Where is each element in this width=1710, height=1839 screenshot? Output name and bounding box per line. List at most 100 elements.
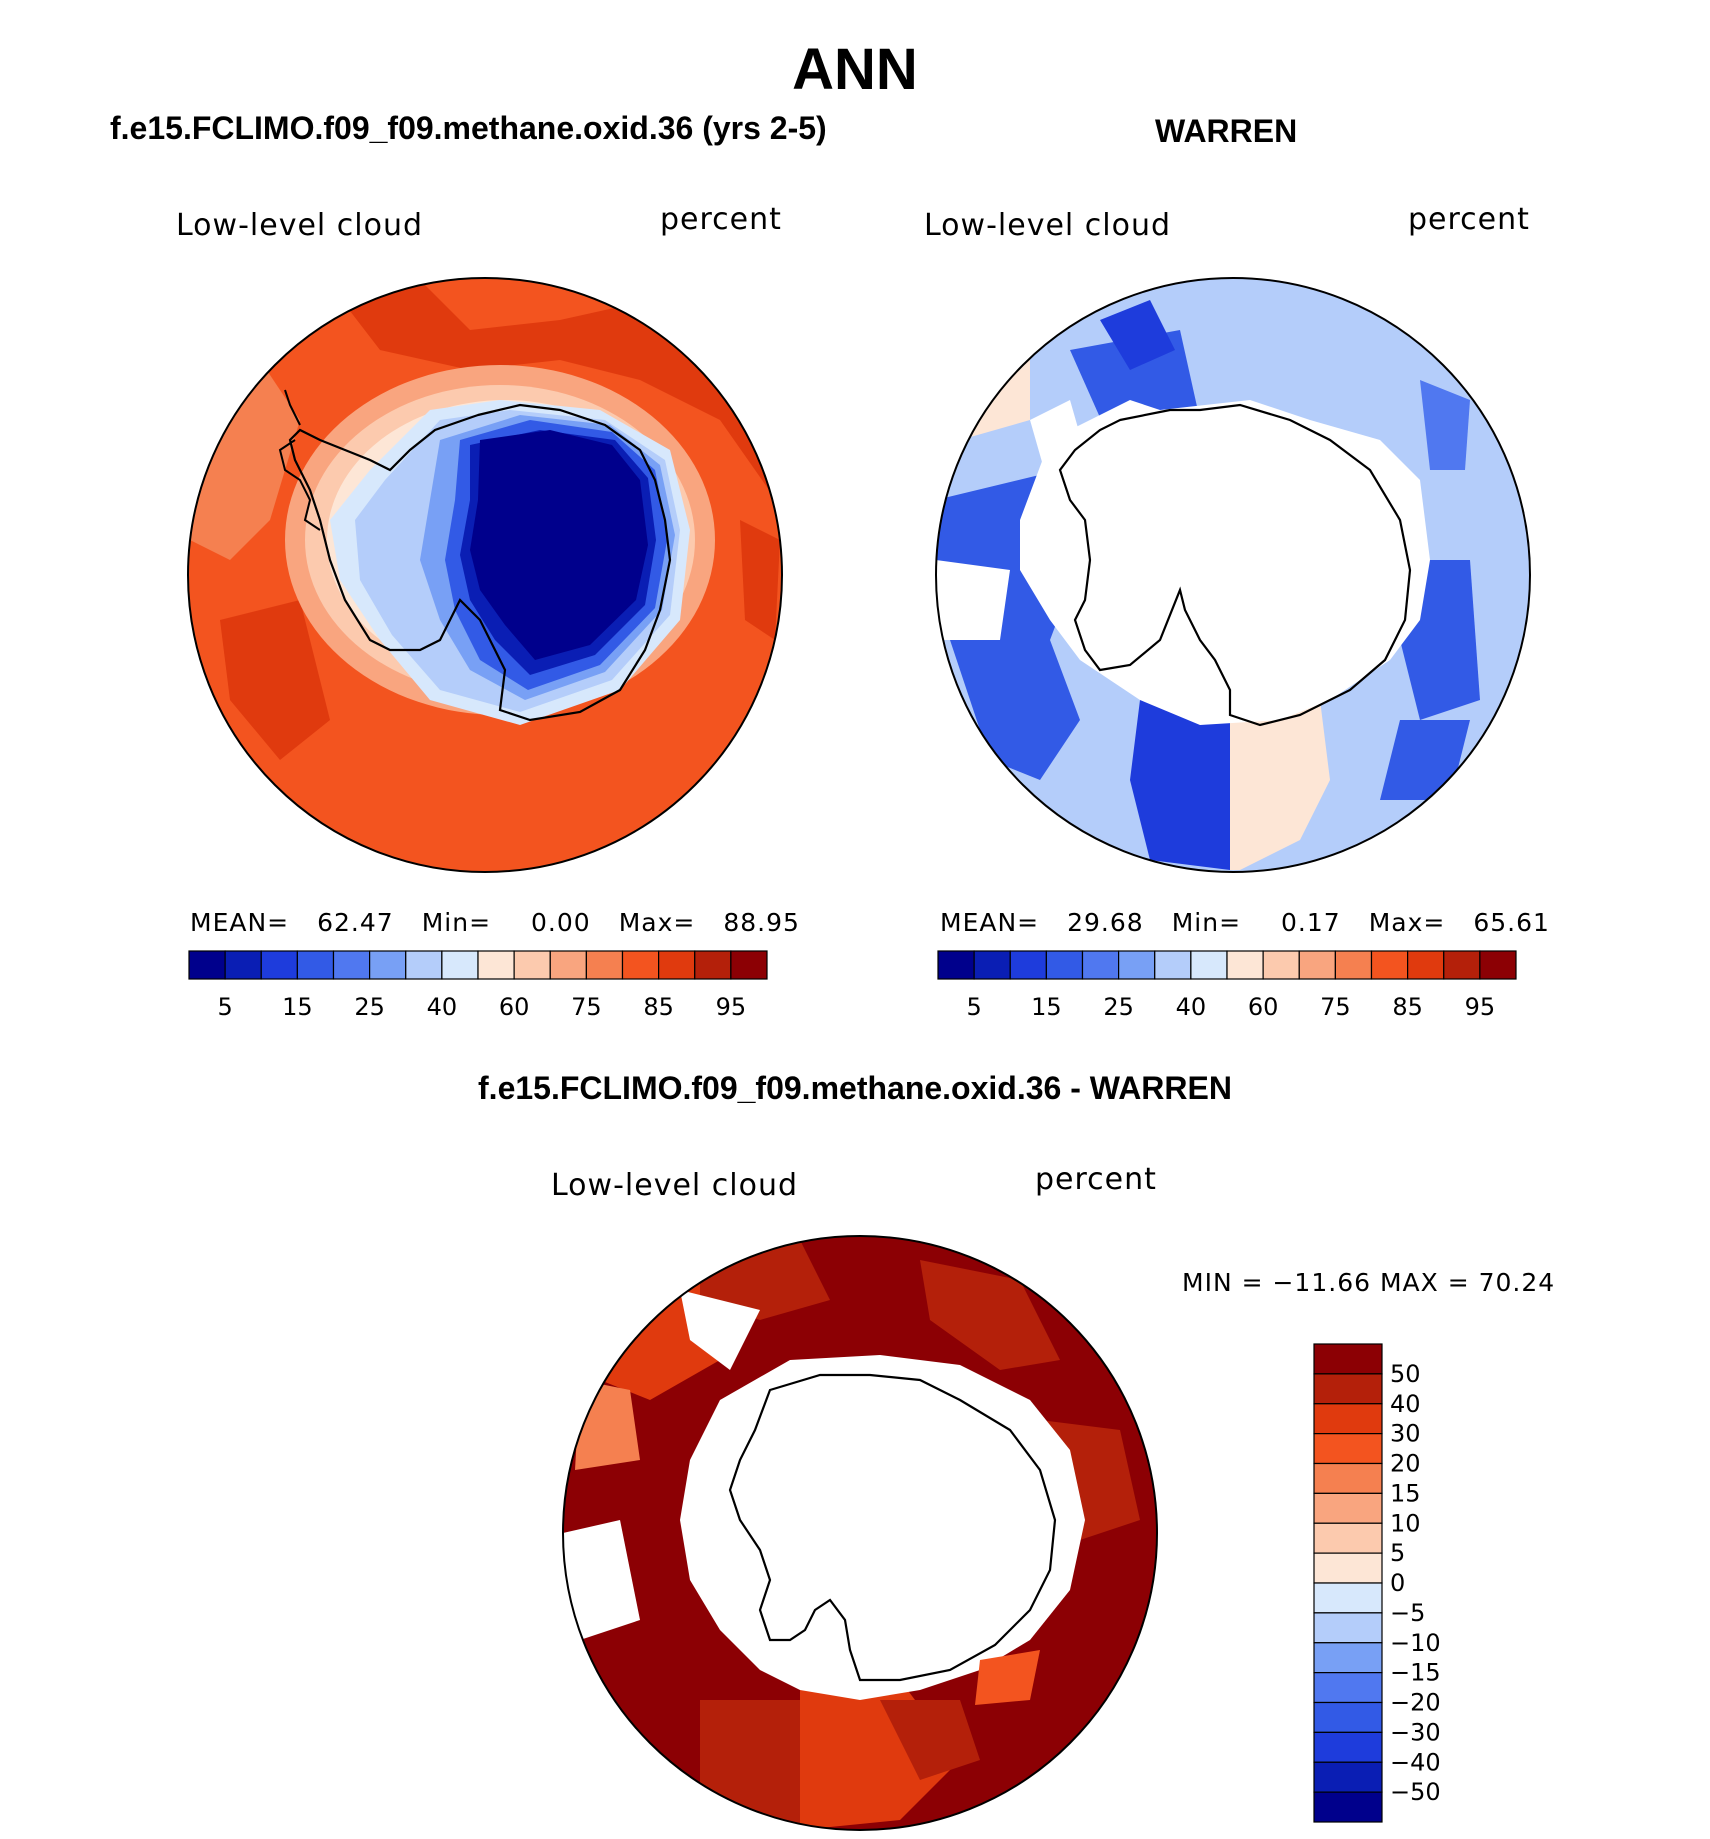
model-colorbar-swatch bbox=[513, 950, 551, 980]
model-colorbar-swatch bbox=[188, 950, 226, 980]
model-colorbar: 5 15 25 40 60 75 85 95 bbox=[188, 950, 768, 1021]
diff-colorbar-tick-label: 10 bbox=[1390, 1509, 1421, 1537]
obs-colorbar-tick-label: 75 bbox=[1320, 993, 1351, 1021]
obs-colorbar-tick-label: 95 bbox=[1465, 993, 1496, 1021]
diff-map bbox=[563, 1236, 1157, 1830]
obs-map bbox=[936, 278, 1530, 872]
diff-colorbar-tick-label: 0 bbox=[1390, 1569, 1405, 1597]
model-colorbar-swatch bbox=[441, 950, 479, 980]
obs-colorbar-swatch bbox=[1298, 950, 1336, 980]
diff-colorbar-swatch bbox=[1313, 1672, 1383, 1704]
obs-colorbar-swatch bbox=[1009, 950, 1047, 980]
diff-colorbar-tick-label: −10 bbox=[1390, 1629, 1441, 1657]
model-colorbar-tick-label: 75 bbox=[571, 993, 602, 1021]
diff-colorbar-tick-label: −5 bbox=[1390, 1599, 1425, 1627]
obs-panel-title: WARREN bbox=[1155, 113, 1298, 149]
model-colorbar-tick-label: 25 bbox=[354, 993, 385, 1021]
model-colorbar-tick-label: 95 bbox=[716, 993, 747, 1021]
obs-colorbar-swatch bbox=[1407, 950, 1445, 980]
obs-colorbar-tick-label: 40 bbox=[1176, 993, 1207, 1021]
diff-colorbar-swatch bbox=[1313, 1701, 1383, 1733]
model-min-label: Min= bbox=[421, 908, 492, 937]
obs-colorbar-swatch bbox=[1443, 950, 1481, 980]
diff-panel-title: f.e15.FCLIMO.f09_f09.methane.oxid.36 - W… bbox=[478, 1070, 1232, 1106]
diff-colorbar-swatch bbox=[1313, 1462, 1383, 1494]
diff-colorbar-tick-label: −30 bbox=[1390, 1718, 1441, 1746]
obs-colorbar-tick-label: 60 bbox=[1248, 993, 1279, 1021]
obs-colorbar-swatch bbox=[1190, 950, 1228, 980]
model-colorbar-swatch bbox=[585, 950, 624, 980]
obs-stats: MEAN= 29.68 Min= 0.17 Max= 65.61 bbox=[940, 908, 1550, 937]
figure-title: ANN bbox=[792, 37, 918, 102]
model-colorbar-tick-label: 85 bbox=[643, 993, 674, 1021]
model-map bbox=[188, 278, 782, 872]
diff-colorbar-swatch bbox=[1313, 1612, 1383, 1644]
diff-colorbar-swatch bbox=[1313, 1403, 1383, 1435]
obs-colorbar-tick-label: 85 bbox=[1392, 993, 1423, 1021]
model-colorbar-swatch bbox=[621, 950, 660, 980]
obs-map-outline bbox=[935, 277, 1531, 873]
model-colorbar-swatch bbox=[658, 950, 696, 980]
obs-colorbar-swatch bbox=[1370, 950, 1409, 980]
obs-min-label: Min= bbox=[1171, 908, 1242, 937]
obs-max-label: Max= bbox=[1368, 908, 1446, 937]
diff-colorbar-tick-label: 5 bbox=[1390, 1539, 1405, 1567]
model-stats: MEAN= 62.47 Min= 0.00 Max= 88.95 bbox=[190, 908, 800, 937]
model-variable-label: Low-level cloud bbox=[176, 208, 424, 243]
model-colorbar-swatch bbox=[405, 950, 443, 980]
model-colorbar-swatch bbox=[296, 950, 335, 980]
obs-colorbar-swatch bbox=[973, 950, 1011, 980]
diff-colorbar-swatch bbox=[1313, 1433, 1383, 1465]
model-colorbar-swatch bbox=[369, 950, 407, 980]
obs-variable-label: Low-level cloud bbox=[924, 208, 1172, 243]
diff-colorbar-swatch bbox=[1313, 1492, 1383, 1524]
model-colorbar-swatch bbox=[260, 950, 298, 980]
model-mean-value: 62.47 bbox=[317, 908, 394, 937]
obs-colorbar: 5 15 25 40 60 75 85 95 bbox=[937, 950, 1517, 1021]
obs-units-label: percent bbox=[1408, 202, 1530, 237]
diff-colorbar-tick-label: −20 bbox=[1390, 1689, 1441, 1717]
model-max-label: Max= bbox=[618, 908, 696, 937]
model-colorbar-swatch bbox=[549, 950, 587, 980]
diff-colorbar-swatch bbox=[1313, 1791, 1383, 1823]
diff-colorbar-swatch bbox=[1313, 1552, 1383, 1584]
diff-colorbar-swatch bbox=[1313, 1761, 1383, 1793]
diff-colorbar-tick-label: 20 bbox=[1390, 1450, 1421, 1478]
diff-colorbar-swatch bbox=[1313, 1522, 1383, 1554]
diff-colorbar-swatch bbox=[1313, 1582, 1383, 1614]
model-colorbar-tick-label: 60 bbox=[499, 993, 530, 1021]
obs-colorbar-swatch bbox=[1262, 950, 1300, 980]
diff-colorbar-swatch bbox=[1313, 1373, 1383, 1405]
model-colorbar-tick-label: 40 bbox=[427, 993, 458, 1021]
model-panel-title: f.e15.FCLIMO.f09_f09.methane.oxid.36 (yr… bbox=[110, 110, 827, 146]
model-map-outline bbox=[187, 277, 783, 873]
obs-colorbar-swatch bbox=[937, 950, 975, 980]
model-colorbar-swatch bbox=[694, 950, 732, 980]
obs-colorbar-swatch bbox=[1479, 950, 1517, 980]
obs-colorbar-tick-label: 15 bbox=[1031, 993, 1062, 1021]
model-colorbar-tick-label: 15 bbox=[282, 993, 313, 1021]
obs-colorbar-swatch bbox=[1045, 950, 1084, 980]
obs-colorbar-swatch bbox=[1118, 950, 1156, 980]
model-colorbar-swatch bbox=[224, 950, 262, 980]
model-colorbar-swatch bbox=[730, 950, 768, 980]
obs-mean-value: 29.68 bbox=[1067, 908, 1144, 937]
diff-colorbar-tick-label: 15 bbox=[1390, 1479, 1421, 1507]
obs-colorbar-tick-label: 5 bbox=[966, 993, 981, 1021]
obs-colorbar-swatch bbox=[1154, 950, 1192, 980]
diff-variable-label: Low-level cloud bbox=[551, 1168, 799, 1203]
obs-colorbar-swatch bbox=[1226, 950, 1264, 980]
diff-colorbar-swatch bbox=[1313, 1642, 1383, 1674]
model-colorbar-tick-label: 5 bbox=[217, 993, 232, 1021]
model-min-value: 0.00 bbox=[531, 908, 591, 937]
model-colorbar-swatch bbox=[477, 950, 515, 980]
obs-colorbar-tick-label: 25 bbox=[1103, 993, 1134, 1021]
obs-min-value: 0.17 bbox=[1281, 908, 1341, 937]
diff-colorbar-tick-label: 50 bbox=[1390, 1360, 1421, 1388]
obs-colorbar-swatch bbox=[1334, 950, 1373, 980]
model-max-value: 88.95 bbox=[723, 908, 800, 937]
obs-colorbar-swatch bbox=[1081, 950, 1120, 980]
diff-colorbar-swatch bbox=[1313, 1731, 1383, 1763]
